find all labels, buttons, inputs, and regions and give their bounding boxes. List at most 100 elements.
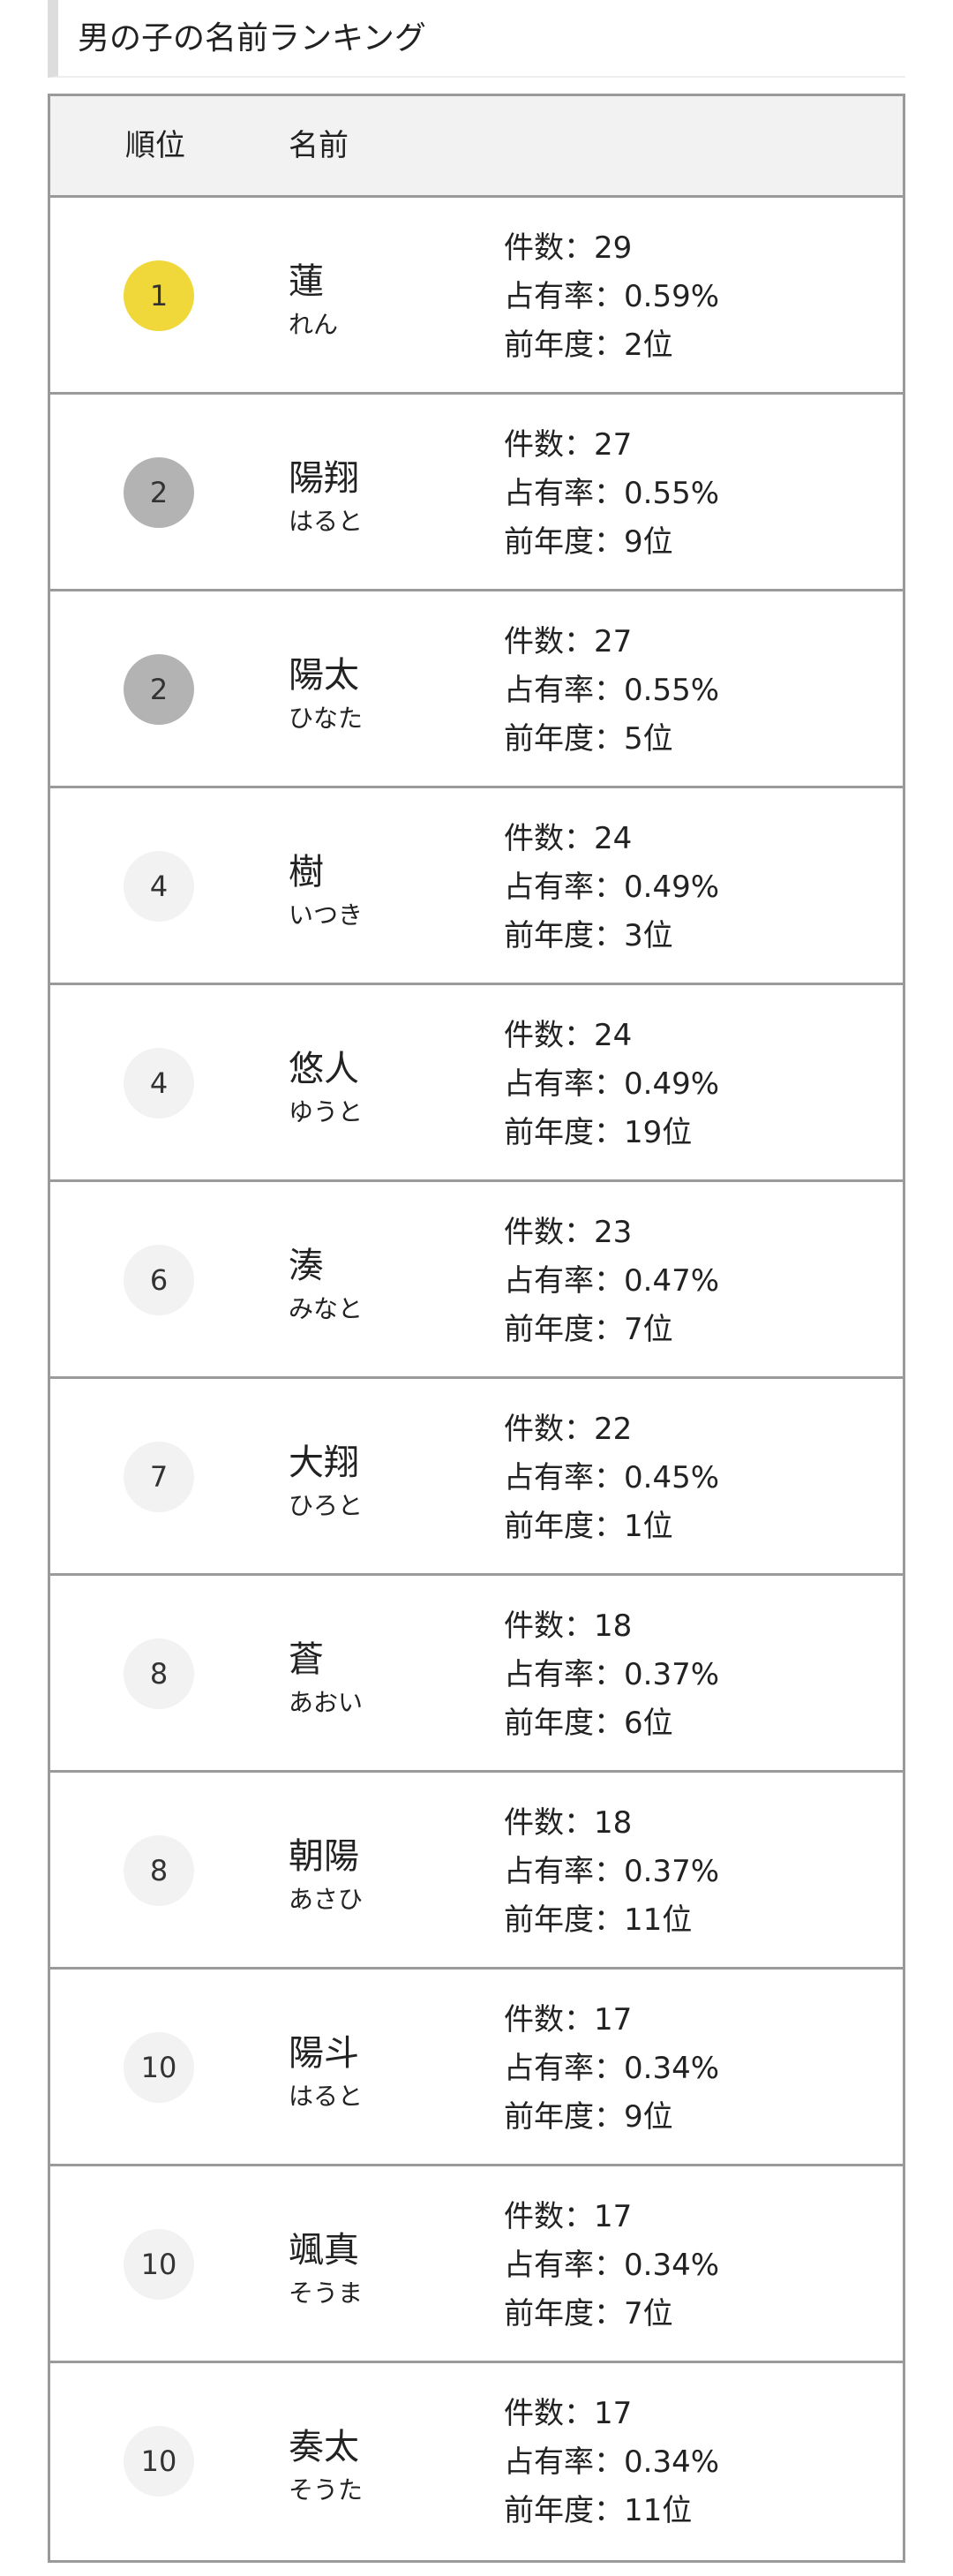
detail-line: 前年度：1位 [504,1509,673,1544]
name-kanji: 樹 [289,852,324,893]
rank-badge: 2 [124,654,194,725]
detail-line: 占有率：0.59% [504,279,720,314]
details: 件数：23 占有率：0.47% 前年度：7位 [504,1209,719,1354]
table-row: 10 颯真そうま 件数：17 占有率：0.34% 前年度：7位 [50,2166,903,2363]
name-kanji: 蓮 [289,261,324,302]
detail-line: 前年度：19位 [504,1115,693,1150]
detail-line: 占有率：0.37% [504,1657,720,1692]
name-reading: あおい [289,1688,364,1717]
details: 件数：18 占有率：0.37% 前年度：6位 [504,1602,719,1748]
table-row: 2 陽翔はると 件数：27 占有率：0.55% 前年度：9位 [50,395,903,591]
detail-line: 占有率：0.34% [504,2444,720,2480]
detail-line: 前年度：11位 [504,1902,693,1938]
detail-line: 前年度：2位 [504,328,673,363]
detail-line: 占有率：0.47% [504,1263,720,1299]
table-row: 7 大翔ひろと 件数：22 占有率：0.45% 前年度：1位 [50,1379,903,1576]
detail-line: 占有率：0.37% [504,1854,720,1889]
name-reading: れん [289,310,339,339]
name-kanji: 蒼 [289,1639,324,1680]
rank-badge: 10 [124,2229,194,2300]
detail-line: 占有率：0.49% [504,1066,720,1102]
table-row: 4 樹いつき 件数：24 占有率：0.49% 前年度：3位 [50,788,903,985]
section-title: 男の子の名前ランキング [48,0,905,78]
name-reading: ひろと [289,1491,364,1520]
rank-badge: 4 [124,1048,194,1119]
table-row: 6 湊みなと 件数：23 占有率：0.47% 前年度：7位 [50,1182,903,1379]
detail-line: 件数：18 [504,1805,633,1841]
details: 件数：17 占有率：0.34% 前年度：11位 [504,2390,719,2535]
details: 件数：17 占有率：0.34% 前年度：9位 [504,1996,719,2142]
detail-line: 前年度：6位 [504,1706,673,1741]
detail-line: 件数：27 [504,624,633,659]
detail-line: 件数：17 [504,2002,633,2037]
name-reading: あさひ [289,1885,364,1914]
detail-line: 前年度：9位 [504,2099,673,2135]
table-header: 順位 名前 [50,96,903,198]
table-row: 8 蒼あおい 件数：18 占有率：0.37% 前年度：6位 [50,1576,903,1773]
name-reading: いつき [289,900,364,930]
rank-badge: 1 [124,260,194,331]
name-kanji: 陽翔 [289,458,359,499]
ranking-table: 順位 名前 1 蓮れん 件数：29 占有率：0.59% 前年度：2位 2 陽翔 はると 件数：2… [48,94,905,2563]
table-row: 10 奏太そうた 件数：17 占有率：0.34% 前年度：11位 [50,2363,903,2560]
detail-line: 占有率：0.34% [504,2051,720,2086]
details: 件数：29 占有率：0.59% 前年度：2位 [504,224,719,370]
name-reading: はると [289,507,364,536]
details: 件数：27 占有率：0.55% 前年度：5位 [504,618,719,764]
name-reading: そうた [289,2475,364,2504]
detail-line: 前年度：11位 [504,2493,693,2528]
name-kanji: 朝陽 [289,1836,359,1877]
name-kanji: 颯真 [289,2230,359,2271]
table-row: 10 陽斗 はると 件数：17 占有率：0.34% 前年度：9位 [50,1970,903,2166]
detail-line: 前年度：3位 [504,918,673,953]
table-row: 2 陽太ひなた 件数：27 占有率：0.55% 前年度：5位 [50,591,903,788]
detail-line: 件数：18 [504,1608,633,1644]
details: 件数：22 占有率：0.45% 前年度：1位 [504,1405,719,1551]
name-reading: ひなた [289,704,364,733]
details: 件数：24 占有率：0.49% 前年度：19位 [504,1012,719,1157]
name-kanji: 大翔 [289,1442,359,1483]
name-reading: ゆうと [289,1097,364,1126]
name-reading: みなと [289,1294,364,1323]
detail-line: 前年度：7位 [504,2296,673,2331]
detail-line: 件数：27 [504,427,633,463]
name-kanji: 湊 [289,1246,324,1286]
table-row: 4 悠人ゆうと 件数：24 占有率：0.49% 前年度：19位 [50,985,903,1182]
details: 件数：27 占有率：0.55% 前年度：9位 [504,421,719,567]
detail-line: 占有率：0.55% [504,673,720,708]
detail-line: 件数：17 [504,2199,633,2234]
detail-line: 件数：29 [504,230,633,266]
detail-line: 件数：24 [504,1018,633,1053]
table-row: 8 朝陽あさひ 件数：18 占有率：0.37% 前年度：11位 [50,1773,903,1970]
rank-badge: 8 [124,1638,194,1709]
detail-line: 件数：22 [504,1412,633,1447]
detail-line: 前年度：7位 [504,1312,673,1347]
name-kanji: 奏太 [289,2427,359,2467]
details: 件数：18 占有率：0.37% 前年度：11位 [504,1799,719,1945]
detail-line: 件数：23 [504,1215,633,1250]
rank-badge: 6 [124,1245,194,1315]
detail-line: 占有率：0.45% [504,1460,720,1495]
column-header: 名前 [289,128,349,163]
detail-line: 前年度：9位 [504,524,673,560]
name-kanji: 悠人 [289,1049,359,1089]
rank-badge: 8 [124,1835,194,1906]
detail-line: 占有率：0.49% [504,870,720,905]
details: 件数：24 占有率：0.49% 前年度：3位 [504,815,719,960]
details: 件数：17 占有率：0.34% 前年度：7位 [504,2193,719,2339]
rank-badge: 10 [124,2426,194,2497]
detail-line: 占有率：0.55% [504,476,720,511]
table-row: 1 蓮れん 件数：29 占有率：0.59% 前年度：2位 [50,198,903,395]
detail-line: 占有率：0.34% [504,2248,720,2283]
name-reading: そうま [289,2278,364,2308]
name-reading: はると [289,2082,364,2111]
name-kanji: 陽斗 [289,2033,359,2074]
detail-line: 件数：17 [504,2396,633,2431]
detail-line: 前年度：5位 [504,721,673,757]
rank-badge: 2 [124,457,194,528]
column-header: 順位 [125,128,185,163]
rank-badge: 4 [124,851,194,922]
rank-badge: 7 [124,1442,194,1512]
name-kanji: 陽太 [289,655,359,696]
